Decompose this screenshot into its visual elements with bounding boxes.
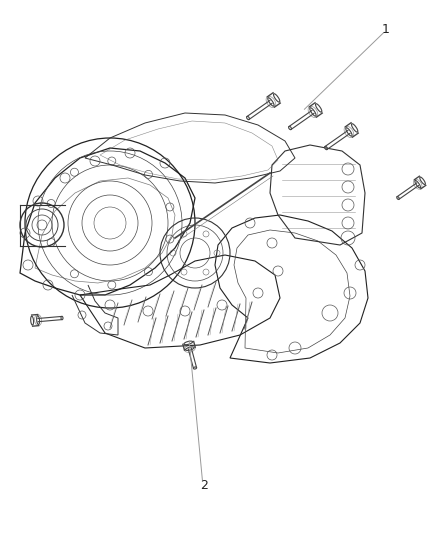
Text: 2: 2: [200, 479, 208, 491]
Text: 1: 1: [381, 23, 389, 36]
